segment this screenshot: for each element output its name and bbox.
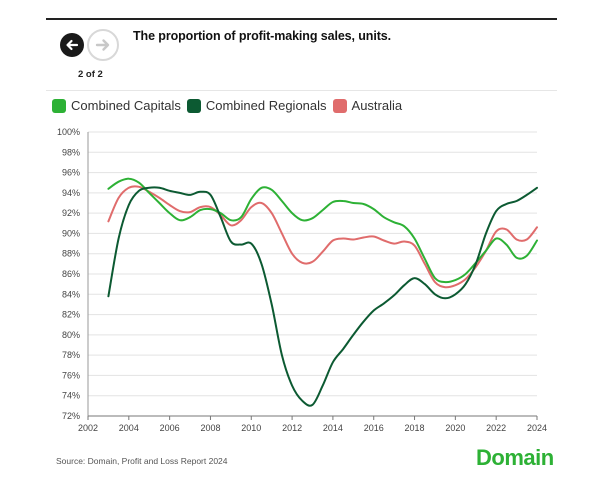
series-line-combined-regionals (107, 186, 538, 407)
x-tick-label: 2022 (486, 423, 506, 433)
arrow-right-icon (95, 39, 110, 51)
x-tick-label: 2008 (200, 423, 220, 433)
arrow-left-icon (66, 39, 79, 51)
y-tick-label: 96% (62, 168, 80, 178)
legend-swatch (186, 98, 201, 113)
y-tick-label: 84% (62, 289, 80, 299)
x-tick-label: 2016 (364, 423, 384, 433)
chart-title: The proportion of profit-making sales, u… (133, 29, 392, 43)
x-tick-label: 2018 (405, 423, 425, 433)
y-tick-label: 88% (62, 249, 80, 259)
y-tick-label: 86% (62, 269, 80, 279)
next-chart-button[interactable] (87, 29, 119, 61)
y-tick-label: 72% (62, 411, 80, 421)
y-tick-label: 76% (62, 370, 80, 380)
legend-swatch (332, 98, 347, 113)
x-tick-label: 2012 (282, 423, 302, 433)
legend-label: Combined Regionals (205, 98, 327, 113)
legend-item-australia: Australia (332, 98, 403, 113)
series-line-australia (107, 185, 538, 289)
chart-legend: Combined Capitals Combined Regionals Austr… (52, 98, 408, 113)
top-divider (46, 18, 557, 20)
legend-label: Combined Capitals (71, 98, 181, 113)
x-tick-label: 2024 (527, 423, 547, 433)
y-tick-label: 90% (62, 228, 80, 238)
y-tick-label: 94% (62, 188, 80, 198)
series-line-combined-capitals (107, 177, 538, 284)
source-note: Source: Domain, Profit and Loss Report 2… (56, 456, 228, 466)
x-tick-label: 2014 (323, 423, 343, 433)
legend-swatch (52, 98, 66, 113)
previous-chart-button[interactable] (60, 33, 84, 57)
y-tick-label: 92% (62, 208, 80, 218)
legend-label: Australia (351, 98, 403, 113)
legend-item-combined-regionals: Combined Regionals (186, 98, 327, 113)
x-tick-label: 2006 (160, 423, 180, 433)
x-tick-label: 2002 (78, 423, 98, 433)
header-divider (46, 90, 557, 91)
page-indicator: 2 of 2 (78, 69, 103, 80)
legend-item-combined-capitals: Combined Capitals (52, 98, 181, 113)
domain-logo: Domain (476, 445, 554, 470)
y-tick-label: 98% (62, 147, 80, 157)
y-tick-label: 82% (62, 310, 80, 320)
y-tick-label: 100% (57, 127, 80, 137)
y-tick-label: 74% (62, 391, 80, 401)
x-tick-label: 2010 (241, 423, 261, 433)
x-tick-label: 2020 (445, 423, 465, 433)
y-tick-label: 78% (62, 350, 80, 360)
y-tick-label: 80% (62, 330, 80, 340)
x-tick-label: 2004 (119, 423, 139, 433)
